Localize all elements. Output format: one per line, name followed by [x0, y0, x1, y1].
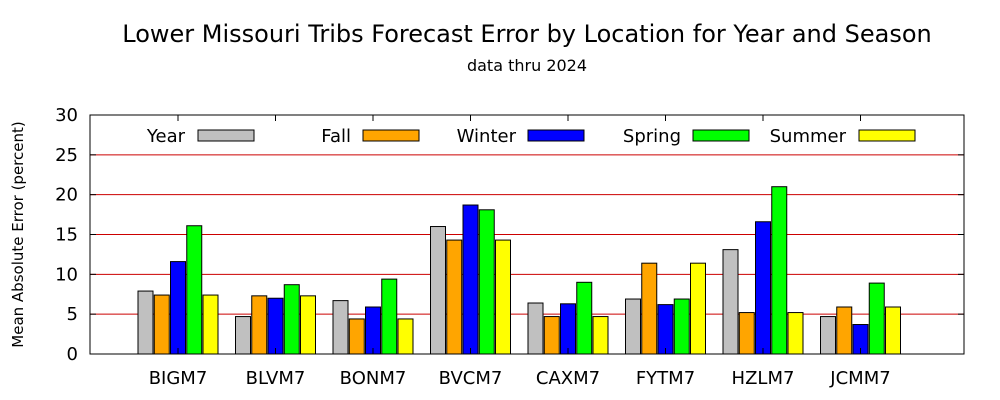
legend-item-winter: Winter [457, 126, 585, 147]
bar-spring [673, 298, 690, 355]
bar-winter [170, 261, 186, 355]
legend-item-year: Year [146, 126, 255, 147]
gridlines [90, 154, 964, 315]
bar-group-fytm7 [625, 262, 706, 355]
legend-item-fall: Fall [321, 126, 420, 147]
bar-summer [690, 262, 706, 355]
bar-year [527, 302, 544, 355]
bar-fall [251, 295, 268, 355]
bar-spring [868, 282, 885, 355]
x-tick-label: BLVM7 [246, 368, 306, 389]
bar-summer [397, 318, 414, 355]
bar-year [430, 226, 446, 355]
bar-group-bonm7 [332, 278, 414, 355]
chart-subtitle: data thru 2024 [466, 56, 588, 75]
y-tick-label: 0 [67, 344, 78, 365]
bar-summer [787, 312, 804, 355]
bar-winter [462, 204, 479, 355]
legend-swatch [362, 129, 420, 142]
legend-swatch [858, 129, 916, 142]
legend-swatch [692, 129, 750, 142]
bar-summer [495, 239, 511, 355]
y-axis-title: Mean Absolute Error (percent) [9, 121, 27, 347]
bar-year [332, 300, 349, 355]
bar-groups [137, 186, 901, 355]
bar-winter [755, 221, 771, 355]
bar-winter [657, 304, 674, 355]
bar-year [820, 316, 836, 355]
bar-spring [283, 284, 300, 355]
bar-fall [153, 294, 170, 355]
legend-label: Summer [770, 126, 847, 147]
bar-fall [836, 306, 853, 355]
bar-group-hzlm7 [722, 186, 804, 355]
y-tick-label: 20 [55, 185, 78, 206]
bar-summer [300, 295, 316, 355]
legend-swatch [197, 129, 255, 142]
bar-spring [576, 281, 593, 355]
bar-summer [202, 294, 219, 355]
bar-year [137, 290, 154, 355]
bar-group-bigm7 [137, 225, 219, 355]
bar-fall [543, 316, 560, 355]
legend-swatch [527, 129, 585, 142]
y-tick-label: 5 [67, 304, 78, 325]
bar-spring [478, 209, 495, 355]
legend: Year Fall Winter Spring Summer [146, 126, 916, 147]
x-tick-label: FYTM7 [636, 368, 695, 389]
bar-winter [267, 297, 284, 355]
bar-fall [446, 239, 463, 355]
legend-label: Spring [623, 126, 681, 147]
bar-year [625, 298, 641, 355]
x-tick-label: BIGM7 [149, 368, 208, 389]
legend-item-summer: Summer [770, 126, 916, 147]
bar-winter [560, 303, 576, 355]
bar-spring [186, 225, 203, 355]
legend-item-spring: Spring [623, 126, 750, 147]
bar-spring [381, 278, 398, 355]
bar-group-jcmm7 [820, 282, 901, 355]
legend-label: Fall [321, 126, 351, 147]
y-tick-label: 10 [55, 264, 78, 285]
y-tick-label: 25 [55, 145, 78, 166]
legend-label: Year [146, 126, 186, 147]
y-tick-label: 30 [55, 105, 78, 126]
x-tick-label: JCMM7 [829, 368, 890, 389]
bar-group-blvm7 [235, 284, 316, 355]
bar-summer [592, 316, 609, 355]
y-axis-ticks: 0 5 10 15 20 25 30 [55, 105, 964, 365]
bar-summer [885, 306, 901, 355]
bar-group-bvcm7 [430, 204, 511, 355]
x-tick-label: CAXM7 [536, 368, 600, 389]
bar-fall [348, 318, 365, 355]
x-axis-ticks: BIGM7 BLVM7 BONM7 BVCM7 CAXM7 FYTM7 HZLM7 JCMM7 [149, 115, 891, 389]
chart-title: Lower Missouri Tribs Forecast Error by L… [122, 20, 932, 48]
legend-label: Winter [457, 126, 517, 147]
y-tick-label: 15 [55, 225, 78, 246]
x-tick-label: HZLM7 [732, 368, 795, 389]
bar-fall [641, 262, 658, 355]
bar-winter [365, 306, 381, 355]
bar-spring [771, 186, 788, 355]
bar-fall [738, 312, 755, 355]
bar-year [722, 249, 739, 355]
bar-year [235, 316, 251, 355]
bar-group-caxm7 [527, 281, 609, 355]
x-tick-label: BONM7 [340, 368, 407, 389]
x-tick-label: BVCM7 [439, 368, 503, 389]
